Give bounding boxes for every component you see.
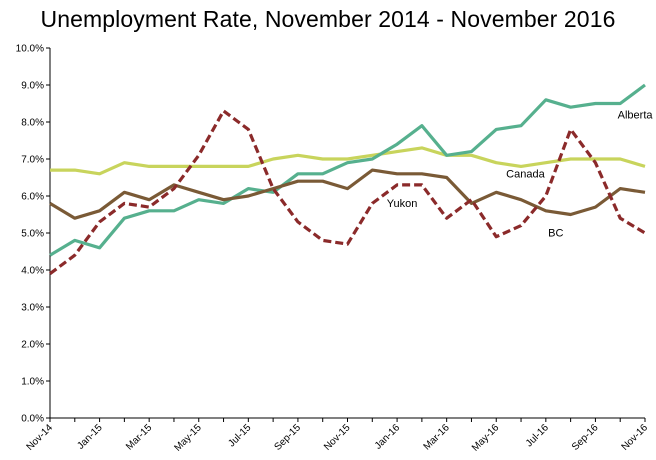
y-tick-label: 6.0% xyxy=(21,192,44,203)
series-label-canada: Canada xyxy=(506,169,545,181)
x-tick-label: Mar-15 xyxy=(124,422,154,452)
series-line-bc xyxy=(49,168,646,220)
x-tick-label: Jan-16 xyxy=(373,422,403,452)
series-line-alberta xyxy=(49,83,646,257)
y-tick-label: 2.0% xyxy=(21,340,44,351)
y-tick-label: 7.0% xyxy=(21,155,44,166)
x-tick-label: May-15 xyxy=(173,422,205,454)
series-lines xyxy=(49,83,646,275)
series-label-yukon: Yukon xyxy=(387,198,418,210)
series-labels: Canada Alberta BC Yukon xyxy=(387,109,654,239)
x-tick-label: Sep-15 xyxy=(272,422,303,453)
x-tick-label: Nov-14 xyxy=(25,422,56,453)
series-line-yukon xyxy=(49,109,646,275)
x-tick-label: May-16 xyxy=(470,422,502,454)
x-tick-label: Jul-16 xyxy=(524,422,551,449)
axes: 0.0% 1.0% 2.0% 3.0% 4.0% 5.0% 6.0% 7.0% 8.0% 9.0%… xyxy=(16,44,651,454)
y-tick-label: 1.0% xyxy=(21,377,44,388)
x-tick-label: Jul-15 xyxy=(226,422,253,449)
series-label-bc: BC xyxy=(548,228,563,240)
x-tick-label: Jan-15 xyxy=(75,422,105,452)
x-tick-label: Nov-15 xyxy=(322,422,353,453)
y-tick-label: 4.0% xyxy=(21,266,44,277)
y-tick-label: 5.0% xyxy=(21,229,44,240)
series-line-canada xyxy=(50,146,646,176)
series-label-alberta: Alberta xyxy=(618,109,654,121)
x-tick-label: Sep-16 xyxy=(570,422,601,453)
y-tick-label: 10.0% xyxy=(16,44,44,55)
y-tick-label: 8.0% xyxy=(21,118,44,129)
y-tick-label: 0.0% xyxy=(21,414,44,425)
y-tick-label: 9.0% xyxy=(21,81,44,92)
chart-title: Unemployment Rate, November 2014 - Novem… xyxy=(40,6,616,32)
y-tick-label: 3.0% xyxy=(21,303,44,314)
x-tick-label: Mar-16 xyxy=(422,422,452,452)
x-tick-label: Nov-16 xyxy=(620,422,651,453)
